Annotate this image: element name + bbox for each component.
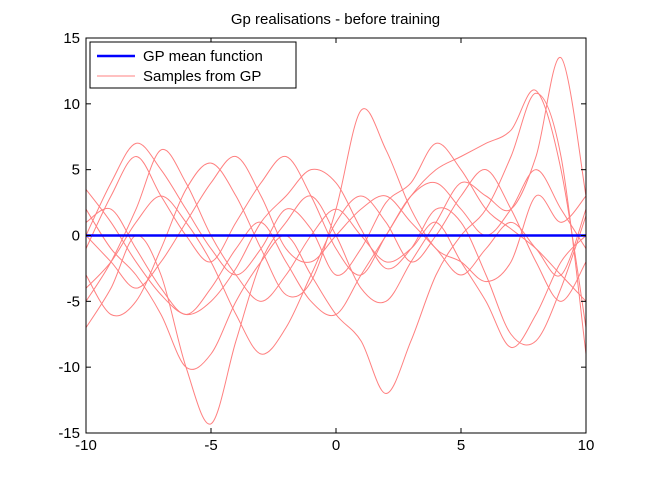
gp-sample-line bbox=[86, 108, 586, 317]
legend-box bbox=[89, 41, 297, 89]
x-tick-label: -10 bbox=[75, 437, 97, 454]
x-tick-label: 10 bbox=[578, 437, 595, 454]
x-tick-label: -5 bbox=[204, 437, 217, 454]
x-tick-label: 5 bbox=[457, 437, 465, 454]
y-tick-label: 0 bbox=[72, 228, 80, 245]
gp-sample-line bbox=[86, 92, 586, 395]
y-tick-label: 15 bbox=[63, 30, 80, 47]
y-tick-label: -5 bbox=[67, 293, 80, 310]
legend-mean-label: GP mean function bbox=[143, 48, 263, 65]
y-tick-label: -10 bbox=[58, 359, 80, 376]
gp-sample-line bbox=[86, 89, 586, 328]
chart-title: Gp realisations - before training bbox=[231, 11, 440, 28]
x-tick-label: 0 bbox=[332, 437, 340, 454]
gp-sample-line bbox=[86, 142, 586, 302]
gp-sample-line bbox=[86, 148, 586, 348]
y-tick-label: 5 bbox=[72, 162, 80, 179]
gp-sample-line bbox=[86, 169, 586, 355]
y-tick-label: -15 bbox=[58, 425, 80, 442]
y-tick-label: 10 bbox=[63, 96, 80, 113]
legend-samples-label: Samples from GP bbox=[143, 68, 261, 85]
